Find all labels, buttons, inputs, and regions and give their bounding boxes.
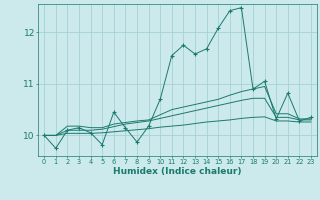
X-axis label: Humidex (Indice chaleur): Humidex (Indice chaleur) bbox=[113, 167, 242, 176]
